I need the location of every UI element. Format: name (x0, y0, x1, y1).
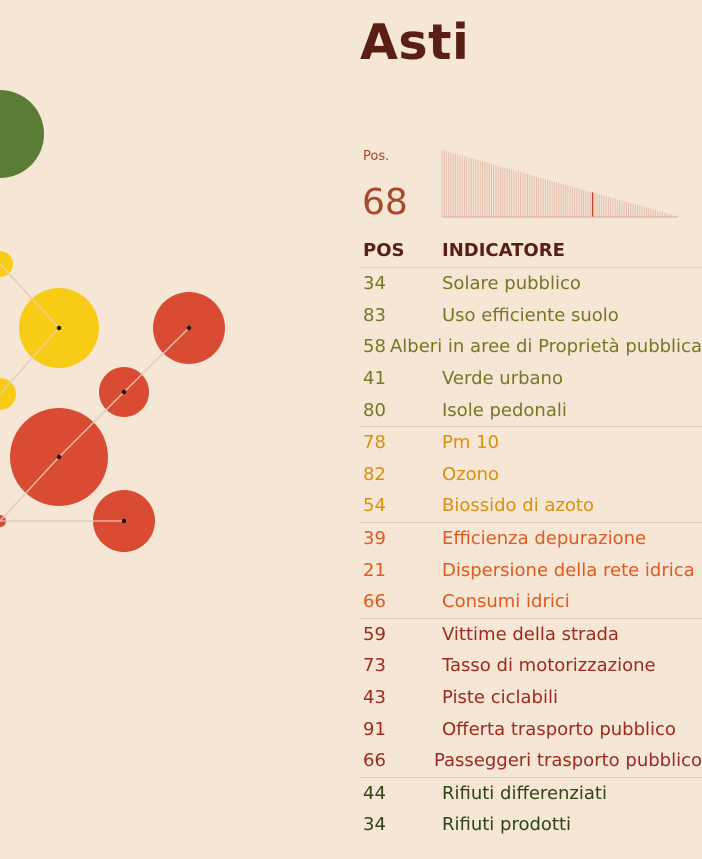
row-indicator: Verde urbano (442, 368, 563, 390)
row-indicator: Biossido di azoto (442, 495, 594, 517)
yellow-bubble (0, 251, 13, 277)
row-pos: 82 (363, 463, 386, 485)
bubble-link-overlay (0, 263, 60, 329)
row-pos: 34 (363, 814, 386, 836)
row-indicator: Efficienza depurazione (442, 528, 647, 550)
green-bubble (0, 90, 44, 178)
row-indicator: Rifiuti prodotti (442, 814, 572, 836)
row-pos: 66 (363, 591, 386, 613)
table-row: 44 Rifiuti differenziati (360, 776, 702, 810)
table-row: 59 Vittime della strada (360, 617, 702, 651)
table-row: 21 Dispersione della rete idrica (360, 554, 702, 586)
table-row: 83 Uso efficiente suolo (360, 300, 702, 332)
row-indicator: Dispersione della rete idrica (442, 559, 695, 581)
bubble-center-dot (121, 389, 127, 395)
bubble-link-overlay (123, 327, 190, 393)
row-pos: 91 (363, 718, 386, 740)
row-pos: 59 (363, 623, 386, 645)
row-pos: 80 (363, 399, 386, 421)
row-indicator: Passeggeri trasporto pubblico (433, 750, 702, 772)
rank-label: Pos. (363, 149, 390, 164)
table-row: 34 Solare pubblico (360, 268, 702, 300)
table-row: 80 Isole pedonali (360, 394, 702, 426)
row-indicator: Piste ciclabili (442, 687, 558, 709)
bubble-center-dot (56, 454, 62, 460)
row-indicator: Rifiuti differenziati (442, 782, 607, 804)
row-pos: 41 (363, 368, 386, 390)
table-row: 54 Biossido di azoto (360, 490, 702, 522)
header-pos: POS (363, 240, 405, 261)
table-row: 66 Consumi idrici (360, 586, 702, 618)
bubble-link-overlay (58, 391, 125, 458)
row-indicator: Solare pubblico (442, 273, 581, 295)
row-pos: 58 (363, 336, 386, 358)
row-indicator: Offerta trasporto pubblico (442, 718, 676, 740)
bubble-link-overlay (0, 327, 60, 395)
row-pos: 73 (363, 655, 386, 677)
table-row: 82 Ozono (360, 459, 702, 491)
bubble-center-dot (186, 325, 192, 331)
row-pos: 83 (363, 304, 386, 326)
row-indicator: Isole pedonali (442, 399, 567, 421)
row-indicator: Alberi in aree di Proprietà pubblica (389, 336, 702, 358)
rank-value: 68 (362, 182, 408, 223)
table-row: 43 Piste ciclabili (360, 682, 702, 714)
row-indicator: Ozono (442, 463, 500, 485)
row-pos: 44 (363, 782, 386, 804)
table-row: 34 Rifiuti prodotti (360, 809, 702, 841)
bubble-center-dot (121, 518, 127, 524)
table-body: 34 Solare pubblico 83 Uso efficiente suolo 5… (360, 268, 702, 841)
table-header: POS INDICATORE (360, 234, 702, 268)
row-indicator: Consumi idrici (442, 591, 570, 613)
table-row: 41 Verde urbano (360, 363, 702, 395)
table-row: 58 Alberi in aree di Proprietà pubblica (360, 331, 702, 363)
rank-distribution (441, 150, 679, 218)
yellow-bubble (0, 378, 16, 410)
table-row: 91 Offerta trasporto pubblico (360, 713, 702, 745)
table-row: 73 Tasso di motorizzazione (360, 650, 702, 682)
table-row: 39 Efficienza depurazione (360, 521, 702, 555)
row-pos: 43 (363, 687, 386, 709)
table-row: 66 Passeggeri trasporto pubblico (360, 745, 702, 777)
row-pos: 21 (363, 559, 386, 581)
bubble-center-dot (56, 325, 62, 331)
row-indicator: Uso efficiente suolo (442, 304, 619, 326)
bubble-link-overlay (0, 456, 60, 522)
bubble-chart (0, 90, 225, 552)
row-pos: 39 (363, 528, 386, 550)
row-pos: 78 (363, 432, 386, 454)
header-indicator: INDICATORE (442, 240, 565, 261)
row-pos: 54 (363, 495, 386, 517)
row-indicator: Pm 10 (442, 432, 500, 454)
row-indicator: Vittime della strada (442, 623, 619, 645)
city-title: Asti (360, 14, 470, 71)
row-pos: 66 (363, 750, 386, 772)
indicator-table: POS INDICATORE 34 Solare pubblico 83 Uso ef… (360, 234, 702, 841)
row-pos: 34 (363, 273, 386, 295)
table-row: 78 Pm 10 (360, 425, 702, 459)
row-indicator: Tasso di motorizzazione (442, 655, 656, 677)
